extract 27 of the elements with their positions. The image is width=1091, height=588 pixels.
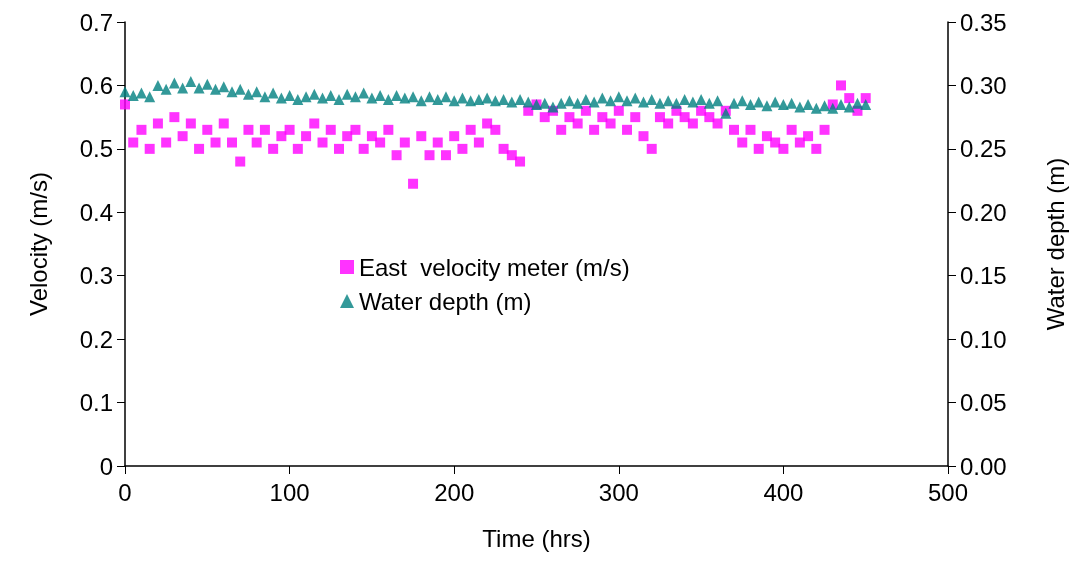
y2-tick-label: 0.00 (960, 452, 1007, 480)
y-axis-title: Velocity (m/s) (24, 171, 52, 317)
y-tick-label: 0 (99, 452, 113, 480)
y-tick-label: 0.4 (79, 198, 113, 226)
y2-tick-label: 0.35 (960, 8, 1007, 36)
y-tick-label: 0.6 (79, 71, 113, 99)
y-tick-label: 0.2 (79, 325, 113, 353)
y2-tick-label: 0.20 (960, 198, 1007, 226)
y-tick-label: 0.7 (79, 8, 113, 36)
y2-tick-label: 0.25 (960, 135, 1007, 163)
legend-label: Water depth (m) (359, 287, 532, 315)
y2-axis-title: Water depth (m) (1041, 157, 1069, 331)
y-tick-label: 0.3 (79, 262, 113, 290)
x-tick-label: 300 (598, 478, 639, 506)
y2-tick-label: 0.30 (960, 71, 1007, 99)
y-tick-label: 0.1 (79, 389, 113, 417)
y2-tick-label: 0.15 (960, 262, 1007, 290)
y2-tick-label: 0.10 (960, 325, 1007, 353)
x-tick-label: 500 (927, 478, 969, 506)
y2-tick-label: 0.05 (960, 389, 1007, 417)
x-tick-label: 0 (118, 478, 132, 506)
x-tick-label: 200 (434, 478, 475, 506)
legend-label: East velocity meter (m/s) (359, 253, 630, 281)
y-tick-label: 0.5 (79, 135, 113, 163)
x-tick-label: 400 (763, 478, 804, 506)
x-axis-title: Time (hrs) (482, 524, 591, 552)
x-tick-label: 100 (269, 478, 310, 506)
